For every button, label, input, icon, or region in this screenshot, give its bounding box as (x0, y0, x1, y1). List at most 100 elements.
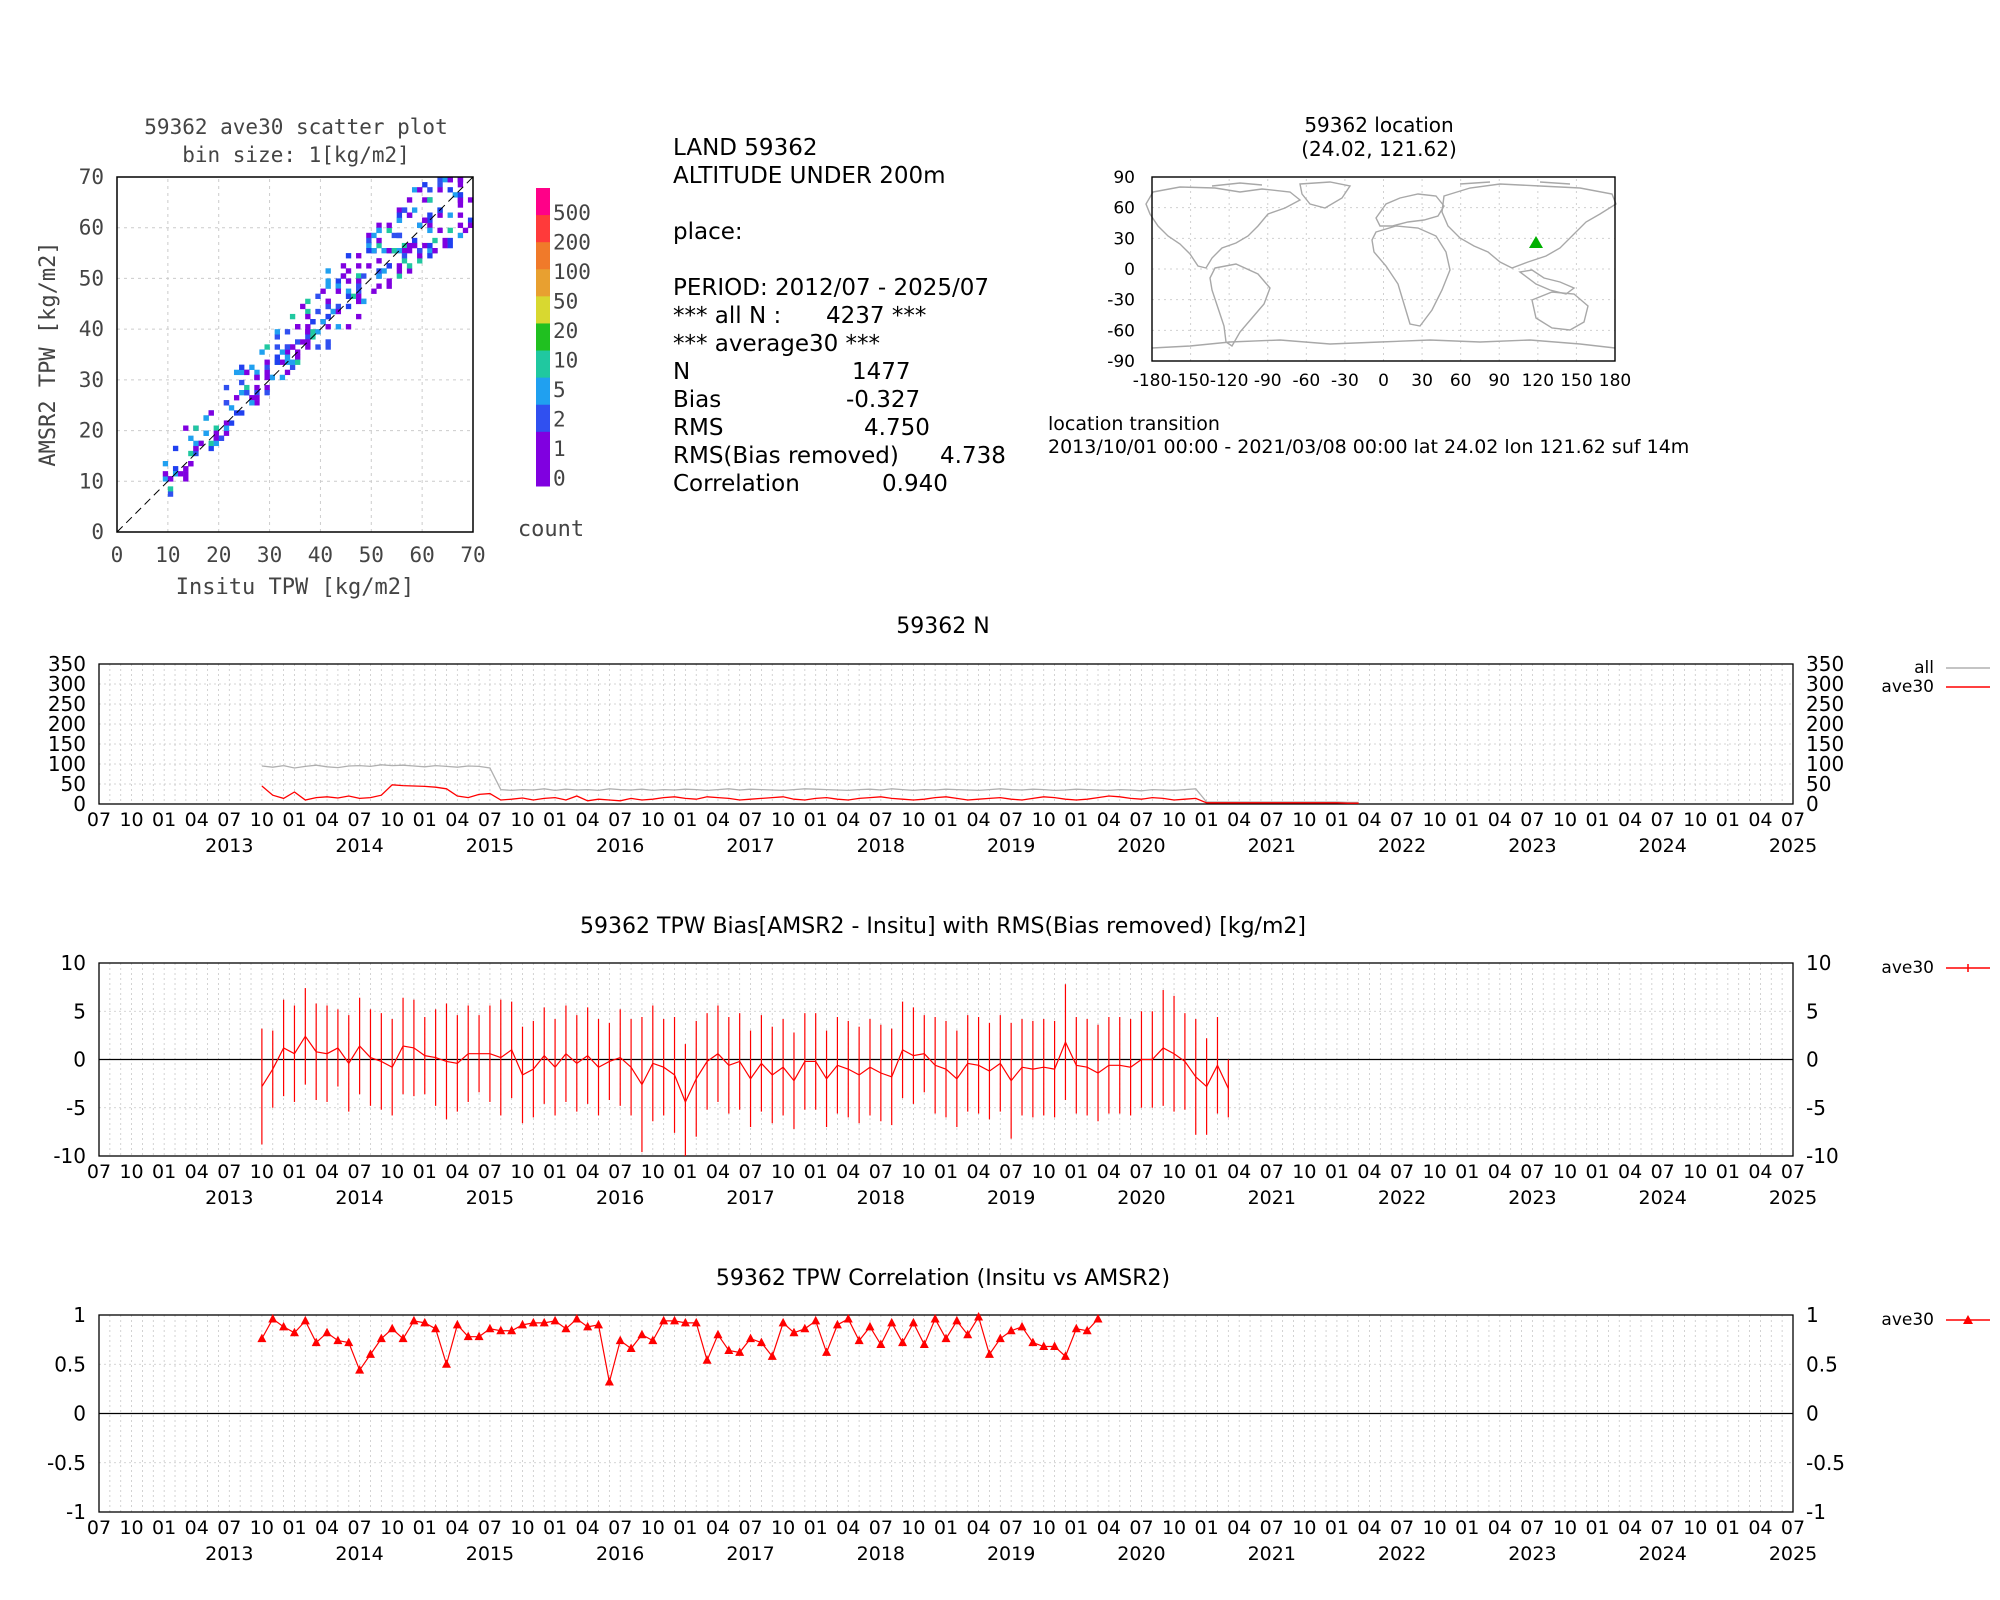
colorbar-segment (536, 323, 550, 352)
time-x-year-label: 2024 (1639, 1187, 1687, 1209)
scatter-bin (274, 334, 280, 340)
scatter-bin (325, 298, 331, 305)
time-x-month-label: 10 (641, 809, 665, 831)
scatter-bin (254, 400, 260, 406)
time-x-month-label: 10 (1423, 1161, 1447, 1183)
scatter-bin (406, 263, 413, 269)
stats-row-value-rms-bias-removed: 4.738 (940, 443, 1006, 469)
scatter-bin (239, 410, 245, 416)
time-y-tick-label-right: 10 (1806, 951, 1831, 975)
corr-point (713, 1329, 723, 1339)
scatter-bin (233, 410, 240, 416)
time-x-year-label: 2019 (987, 835, 1035, 857)
time-x-month-label: 01 (1716, 1161, 1740, 1183)
time-y-tick-label-left: 150 (48, 732, 86, 756)
time-x-month-label: 07 (87, 1517, 111, 1539)
scatter-bin (335, 278, 342, 284)
corr-point (843, 1313, 853, 1323)
time-x-month-label: 07 (999, 1161, 1023, 1183)
time-x-month-label: 07 (1129, 809, 1153, 831)
coastline-asia (1441, 183, 1617, 269)
corr-point (984, 1349, 994, 1358)
bias-series-ave30 (261, 1035, 1229, 1104)
time-x-month-label: 04 (185, 809, 209, 831)
colorbar-title: count (518, 517, 584, 542)
corr-point (691, 1317, 701, 1327)
time-x-month-label: 04 (1618, 1161, 1642, 1183)
corr-point (594, 1319, 604, 1329)
time-x-month-label: 04 (576, 1517, 600, 1539)
time-x-year-label: 2018 (857, 1187, 905, 1209)
time-x-month-label: 04 (576, 809, 600, 831)
colorbar-label: 5 (553, 378, 566, 402)
time-x-month-label: 01 (282, 1161, 306, 1183)
time-y-tick-label-right: -1 (1806, 1500, 1826, 1524)
time-x-month-label: 10 (1162, 1161, 1186, 1183)
time-x-month-label: 01 (1585, 1517, 1609, 1539)
time-y-tick-label-right: -5 (1806, 1096, 1826, 1120)
time-x-month-label: 01 (1455, 1161, 1479, 1183)
time-x-month-label: 01 (1064, 1517, 1088, 1539)
time-x-month-label: 10 (380, 809, 404, 831)
time-x-month-label: 04 (1097, 809, 1121, 831)
scatter-bin (284, 329, 291, 335)
scatter-bin (162, 471, 169, 477)
scatter-bin (356, 293, 362, 299)
time-x-month-label: 07 (1651, 1517, 1675, 1539)
time-x-month-label: 01 (934, 1517, 958, 1539)
scatter-bins (162, 177, 474, 497)
coastline-south-america (1209, 263, 1271, 347)
scatter-bin (320, 288, 326, 294)
scatter-bin (350, 293, 357, 299)
time-x-month-label: 01 (413, 1517, 437, 1539)
scatter-bin (376, 227, 382, 234)
scatter-bin (228, 420, 235, 426)
scatter-bin (213, 425, 219, 431)
corr-point (376, 1333, 386, 1343)
time-y-tick-label-right: -0.5 (1806, 1451, 1845, 1475)
scatter-bin (457, 197, 464, 203)
colorbar-segment (536, 188, 550, 216)
corr-point (463, 1331, 473, 1341)
corr-point (702, 1355, 712, 1364)
corr-point (420, 1317, 430, 1327)
scatter-bin (254, 395, 260, 401)
scatter-bin (406, 212, 413, 218)
scatter-bin (411, 237, 418, 244)
time-x-month-label: 07 (217, 809, 241, 831)
time-x-month-label: 10 (510, 1517, 534, 1539)
scatter-x-tick-label: 10 (155, 543, 180, 567)
map-x-tick-label: 90 (1488, 371, 1510, 391)
scatter-bin (218, 435, 225, 441)
scatter-bin (172, 445, 179, 452)
time-x-year-label: 2021 (1248, 1187, 1296, 1209)
time-x-year-label: 2015 (466, 835, 514, 857)
scatter-bin (274, 354, 280, 360)
scatter-bin (284, 344, 291, 350)
time-x-month-label: 10 (510, 1161, 534, 1183)
scatter-bin (259, 349, 265, 355)
time-x-month-label: 04 (1097, 1517, 1121, 1539)
scatter-title: 59362 ave30 scatter plot (144, 115, 447, 139)
scatter-bin (427, 248, 433, 254)
stats-row-value-correlation: 0.940 (882, 471, 948, 497)
time-x-month-label: 01 (1064, 809, 1088, 831)
time-x-month-label: 07 (1260, 1517, 1284, 1539)
time-x-month-label: 04 (445, 809, 469, 831)
time-x-month-label: 01 (1325, 1161, 1349, 1183)
colorbar-segment (536, 431, 550, 460)
scatter-bin (361, 298, 367, 305)
time-x-month-label: 07 (1129, 1161, 1153, 1183)
time-x-year-label: 2017 (726, 1543, 774, 1565)
time-x-month-label: 04 (836, 1517, 860, 1539)
scatter-bin (467, 222, 474, 228)
stats-block: LAND 59362 ALTITUDE UNDER 200m place: PE… (673, 135, 1006, 497)
time-y-tick-label-right: 5 (1806, 999, 1819, 1023)
scatter-bin (386, 248, 392, 254)
time-x-month-label: 07 (217, 1161, 241, 1183)
time-x-month-label: 04 (1618, 1517, 1642, 1539)
time-x-month-label: 07 (1390, 1161, 1414, 1183)
map-y-tick-label: 60 (1113, 199, 1135, 219)
time-x-year-label: 2019 (987, 1543, 1035, 1565)
scatter-bin (437, 212, 443, 218)
